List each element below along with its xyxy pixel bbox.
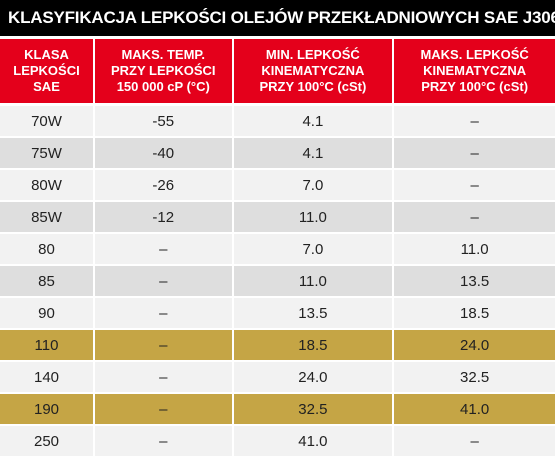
max-temp-cell: -26 bbox=[95, 170, 232, 202]
max-viscosity-cell: 41.0 bbox=[394, 394, 555, 426]
header-line: SAE bbox=[33, 79, 60, 94]
min-viscosity-cell: 32.5 bbox=[233, 394, 393, 426]
max-temp-cell: – bbox=[95, 426, 232, 458]
page-title: KLASYFIKACJA LEPKOŚCI OLEJÓW PRZEKŁADNIO… bbox=[0, 0, 555, 36]
table-row: 190–32.5 41.0 bbox=[0, 394, 555, 426]
min-viscosity-cell: 4.1 bbox=[233, 106, 393, 138]
header-line: KLASA bbox=[24, 47, 69, 62]
table-row: 75W -40 4.1– bbox=[0, 138, 555, 170]
max-viscosity-cell: 24.0 bbox=[394, 330, 555, 362]
table-row: 140–24.0 32.5 bbox=[0, 362, 555, 394]
sae-class-cell: 70W bbox=[0, 106, 94, 138]
header-line: KINEMATYCZNA bbox=[423, 63, 527, 78]
header-line: PRZY LEPKOŚCI bbox=[111, 63, 216, 78]
sae-class-cell: 190 bbox=[0, 394, 94, 426]
min-viscosity-cell: 11.0 bbox=[233, 266, 393, 298]
sae-class-cell: 85W bbox=[0, 202, 94, 234]
sae-class-cell: 140 bbox=[0, 362, 94, 394]
max-temp-cell: – bbox=[95, 394, 232, 426]
min-viscosity-cell: 41.0 bbox=[233, 426, 393, 458]
min-viscosity-cell: 24.0 bbox=[233, 362, 393, 394]
max-viscosity-cell: 32.5 bbox=[394, 362, 555, 394]
max-viscosity-cell: – bbox=[394, 138, 555, 170]
min-viscosity-cell: 18.5 bbox=[233, 330, 393, 362]
viscosity-table: KLASA LEPKOŚCI SAE MAKS. TEMP. PRZY LEPK… bbox=[0, 39, 555, 458]
max-viscosity-cell: – bbox=[394, 426, 555, 458]
max-temp-cell: -55 bbox=[95, 106, 232, 138]
sae-class-cell: 90 bbox=[0, 298, 94, 330]
table-row: 85W -12 11.0– bbox=[0, 202, 555, 234]
max-temp-cell: – bbox=[95, 234, 232, 266]
min-viscosity-cell: 4.1 bbox=[233, 138, 393, 170]
sae-class-cell: 250 bbox=[0, 426, 94, 458]
table-row: 110–18.5 24.0 bbox=[0, 330, 555, 362]
max-temp-cell: – bbox=[95, 298, 232, 330]
max-temp-cell: -12 bbox=[95, 202, 232, 234]
max-temp-cell: – bbox=[95, 362, 232, 394]
sae-class-cell: 80 bbox=[0, 234, 94, 266]
header-line: MAKS. LEPKOŚĆ bbox=[420, 47, 529, 62]
table-row: 250–41.0– bbox=[0, 426, 555, 458]
sae-class-cell: 85 bbox=[0, 266, 94, 298]
min-viscosity-cell: 13.5 bbox=[233, 298, 393, 330]
max-viscosity-cell: 11.0 bbox=[394, 234, 555, 266]
max-temp-cell: – bbox=[95, 266, 232, 298]
header-line: PRZY 100°C (cSt) bbox=[421, 79, 529, 94]
header-row: KLASA LEPKOŚCI SAE MAKS. TEMP. PRZY LEPK… bbox=[0, 39, 555, 106]
header-line: 150 000 cP (°C) bbox=[116, 79, 210, 94]
max-temp-cell: – bbox=[95, 330, 232, 362]
max-viscosity-cell: – bbox=[394, 106, 555, 138]
max-temp-cell: -40 bbox=[95, 138, 232, 170]
table-row: 80W -26 7.0– bbox=[0, 170, 555, 202]
sae-class-cell: 80W bbox=[0, 170, 94, 202]
table-row: 70W -55 4.1– bbox=[0, 106, 555, 138]
column-header-min-viscosity: MIN. LEPKOŚĆ KINEMATYCZNA PRZY 100°C (cS… bbox=[233, 39, 393, 106]
max-viscosity-cell: – bbox=[394, 202, 555, 234]
header-line: PRZY 100°C (cSt) bbox=[259, 79, 367, 94]
header-line: MAKS. TEMP. bbox=[121, 47, 206, 62]
min-viscosity-cell: 7.0 bbox=[233, 234, 393, 266]
header-line: LEPKOŚCI bbox=[13, 63, 80, 78]
min-viscosity-cell: 7.0 bbox=[233, 170, 393, 202]
sae-class-cell: 75W bbox=[0, 138, 94, 170]
column-header-sae-class: KLASA LEPKOŚCI SAE bbox=[0, 39, 94, 106]
sae-class-cell: 110 bbox=[0, 330, 94, 362]
table-row: 90–13.5 18.5 bbox=[0, 298, 555, 330]
min-viscosity-cell: 11.0 bbox=[233, 202, 393, 234]
table-row: 85–11.0 13.5 bbox=[0, 266, 555, 298]
table-body: 70W -55 4.1–75W -40 4.1–80W -26 7.0–85W -12 11.0… bbox=[0, 106, 555, 458]
table-row: 80–7.0 11.0 bbox=[0, 234, 555, 266]
header-line: KINEMATYCZNA bbox=[261, 63, 365, 78]
column-header-max-viscosity: MAKS. LEPKOŚĆ KINEMATYCZNA PRZY 100°C (c… bbox=[394, 39, 555, 106]
max-viscosity-cell: – bbox=[394, 170, 555, 202]
max-viscosity-cell: 18.5 bbox=[394, 298, 555, 330]
header-line: MIN. LEPKOŚĆ bbox=[265, 47, 360, 62]
max-viscosity-cell: 13.5 bbox=[394, 266, 555, 298]
column-header-max-temp: MAKS. TEMP. PRZY LEPKOŚCI 150 000 cP (°C… bbox=[95, 39, 232, 106]
